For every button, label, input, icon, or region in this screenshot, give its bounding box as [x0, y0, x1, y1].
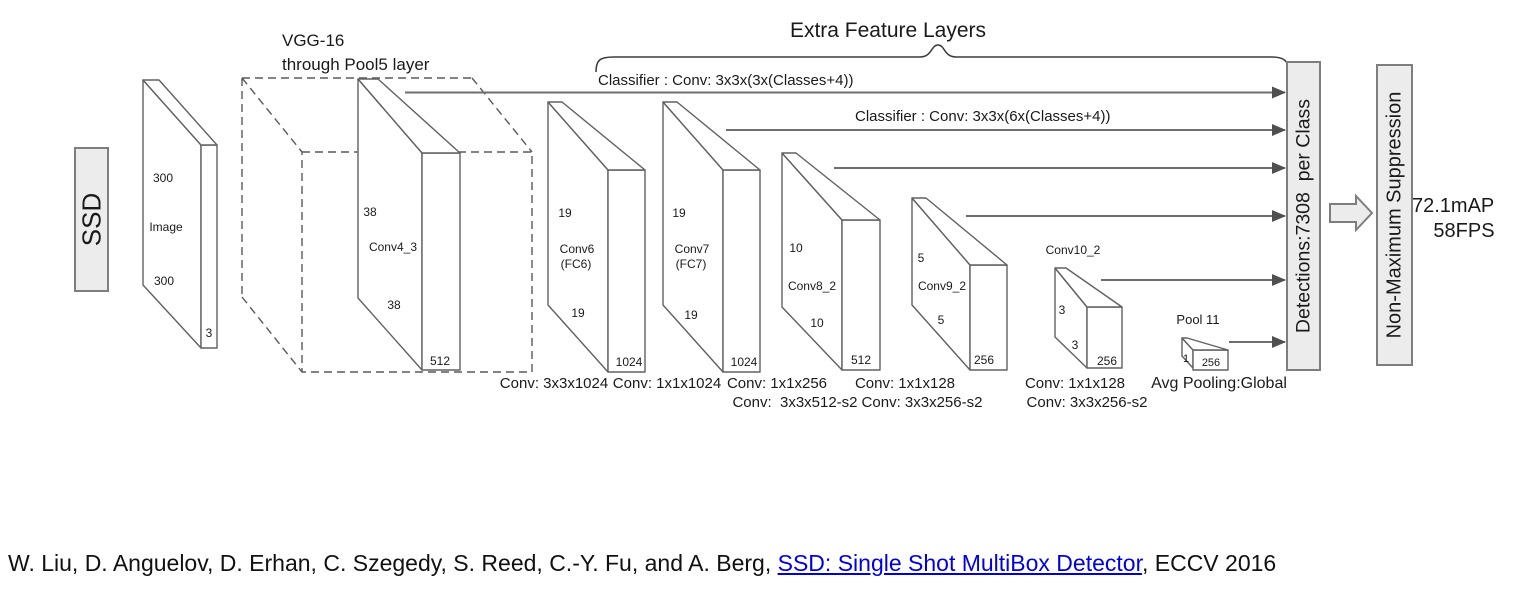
nms-label: Non-Maximum Suppression	[1384, 92, 1406, 339]
map-value: 72.1mAP	[1412, 195, 1494, 217]
conv8_2-channels: 512	[851, 353, 871, 367]
conv9_2-dim-top: 5	[918, 251, 925, 265]
citation-prefix: W. Liu, D. Anguelov, D. Erhan, C. Szeged…	[8, 550, 778, 576]
op-conv9-row2: Conv: 3x3x256-s2	[862, 394, 983, 411]
ssd-architecture-diagram: Extra Feature Layers VGG-16 through Pool…	[74, 19, 1495, 411]
conv4_3-dim-top: 38	[363, 205, 377, 219]
pool11-name: Pool 11	[1176, 312, 1219, 327]
vgg-label-line2: through Pool5 layer	[282, 55, 430, 74]
conv9_2-name: Conv9_2	[918, 279, 966, 293]
layer-conv7: 19 Conv7 (FC7) 19 1024	[662, 101, 761, 373]
layer-image: 300 Image 300 3	[142, 79, 218, 349]
op-conv9-row1: Conv: 1x1x128	[855, 375, 955, 392]
vgg-dashed-cube	[241, 77, 533, 373]
conv10_2-channels: 256	[1097, 354, 1117, 368]
conv8_2-name: Conv8_2	[788, 279, 836, 293]
conv8_2-dim-bottom: 10	[810, 316, 824, 330]
conv10_2-name: Conv10_2	[1046, 243, 1101, 257]
detections-box: Detections:7308 per Class	[1286, 61, 1321, 371]
image-dim-bottom: 300	[154, 274, 174, 288]
classifier-label-conv7: Classifier : Conv: 3x3x(6x(Classes+4))	[855, 108, 1111, 125]
pool11-dim: 1	[1183, 353, 1189, 365]
conv7-dim-top: 19	[672, 206, 686, 220]
layer-conv6: 19 Conv6 (FC6) 19 1024	[547, 101, 646, 373]
conv10_2-dim-top: 3	[1059, 303, 1066, 317]
conv7-name: Conv7	[675, 242, 710, 256]
layer-conv9_2: 5 Conv9_2 5 256	[911, 197, 1008, 371]
classifier-label-conv4_3: Classifier : Conv: 3x3x(3x(Classes+4))	[598, 72, 854, 89]
extra-feature-layers-title: Extra Feature Layers	[790, 19, 986, 42]
op-conv8-row1: Conv: 1x1x256	[727, 375, 827, 392]
conv4_3-channels: 512	[430, 354, 450, 368]
conv6-channels: 1024	[616, 355, 643, 369]
image-dim-top: 300	[153, 171, 173, 185]
image-name: Image	[149, 220, 183, 234]
conv6-dim-bottom: 19	[571, 306, 585, 320]
conv7-channels: 1024	[731, 355, 758, 369]
conv6-alias: (FC6)	[561, 257, 592, 271]
conv4_3-name: Conv4_3	[369, 240, 417, 254]
flow-arrow-icon	[1329, 193, 1374, 233]
conv10_2-dim-bottom: 3	[1072, 338, 1079, 352]
conv4_3-dim-bottom: 38	[387, 298, 401, 312]
nms-box: Non-Maximum Suppression	[1376, 64, 1413, 366]
layer-conv8_2: 10 Conv8_2 10 512	[781, 152, 881, 371]
layer-conv10_2: Conv10_2 3 3 256	[1046, 243, 1123, 369]
op-conv7: Conv: 1x1x1024	[613, 375, 721, 392]
conv-op-labels: Conv: 3x3x1024 Conv: 1x1x1024 Conv: 1x1x…	[500, 375, 1287, 411]
ssd-method-box: SSD	[74, 147, 109, 292]
fps-value: 58FPS	[1433, 220, 1494, 242]
extra-layers-brace	[595, 44, 1290, 73]
citation: W. Liu, D. Anguelov, D. Erhan, C. Szeged…	[8, 550, 1276, 577]
vgg-label-line1: VGG-16	[282, 31, 344, 50]
op-conv6: Conv: 3x3x1024	[500, 375, 608, 392]
citation-suffix: , ECCV 2016	[1141, 550, 1277, 576]
layer-pool11: Pool 11 1 256	[1176, 312, 1229, 371]
conv6-name: Conv6	[560, 242, 595, 256]
op-conv10-row1: Conv: 1x1x128	[1025, 375, 1125, 392]
conv8_2-dim-top: 10	[789, 241, 803, 255]
feature-map-arrows	[405, 86, 1286, 348]
op-pool11: Avg Pooling:Global	[1151, 375, 1287, 392]
conv7-alias: (FC7)	[676, 257, 707, 271]
conv6-dim-top: 19	[558, 206, 572, 220]
layer-conv4_3: 38 Conv4_3 38 512	[357, 78, 461, 371]
pool11-channels: 256	[1202, 357, 1220, 369]
conv7-dim-bottom: 19	[684, 308, 698, 322]
paper-link[interactable]: SSD: Single Shot MultiBox Detector	[777, 550, 1142, 576]
conv9_2-dim-bottom: 5	[938, 313, 945, 327]
image-channels: 3	[206, 326, 213, 340]
detections-label: Detections:7308 per Class	[1293, 99, 1315, 333]
conv9_2-channels: 256	[974, 353, 994, 367]
op-conv8-row2: Conv: 3x3x512-s2	[732, 394, 857, 411]
op-conv10-row2: Conv: 3x3x256-s2	[1027, 394, 1148, 411]
ssd-method-label: SSD	[77, 193, 107, 246]
